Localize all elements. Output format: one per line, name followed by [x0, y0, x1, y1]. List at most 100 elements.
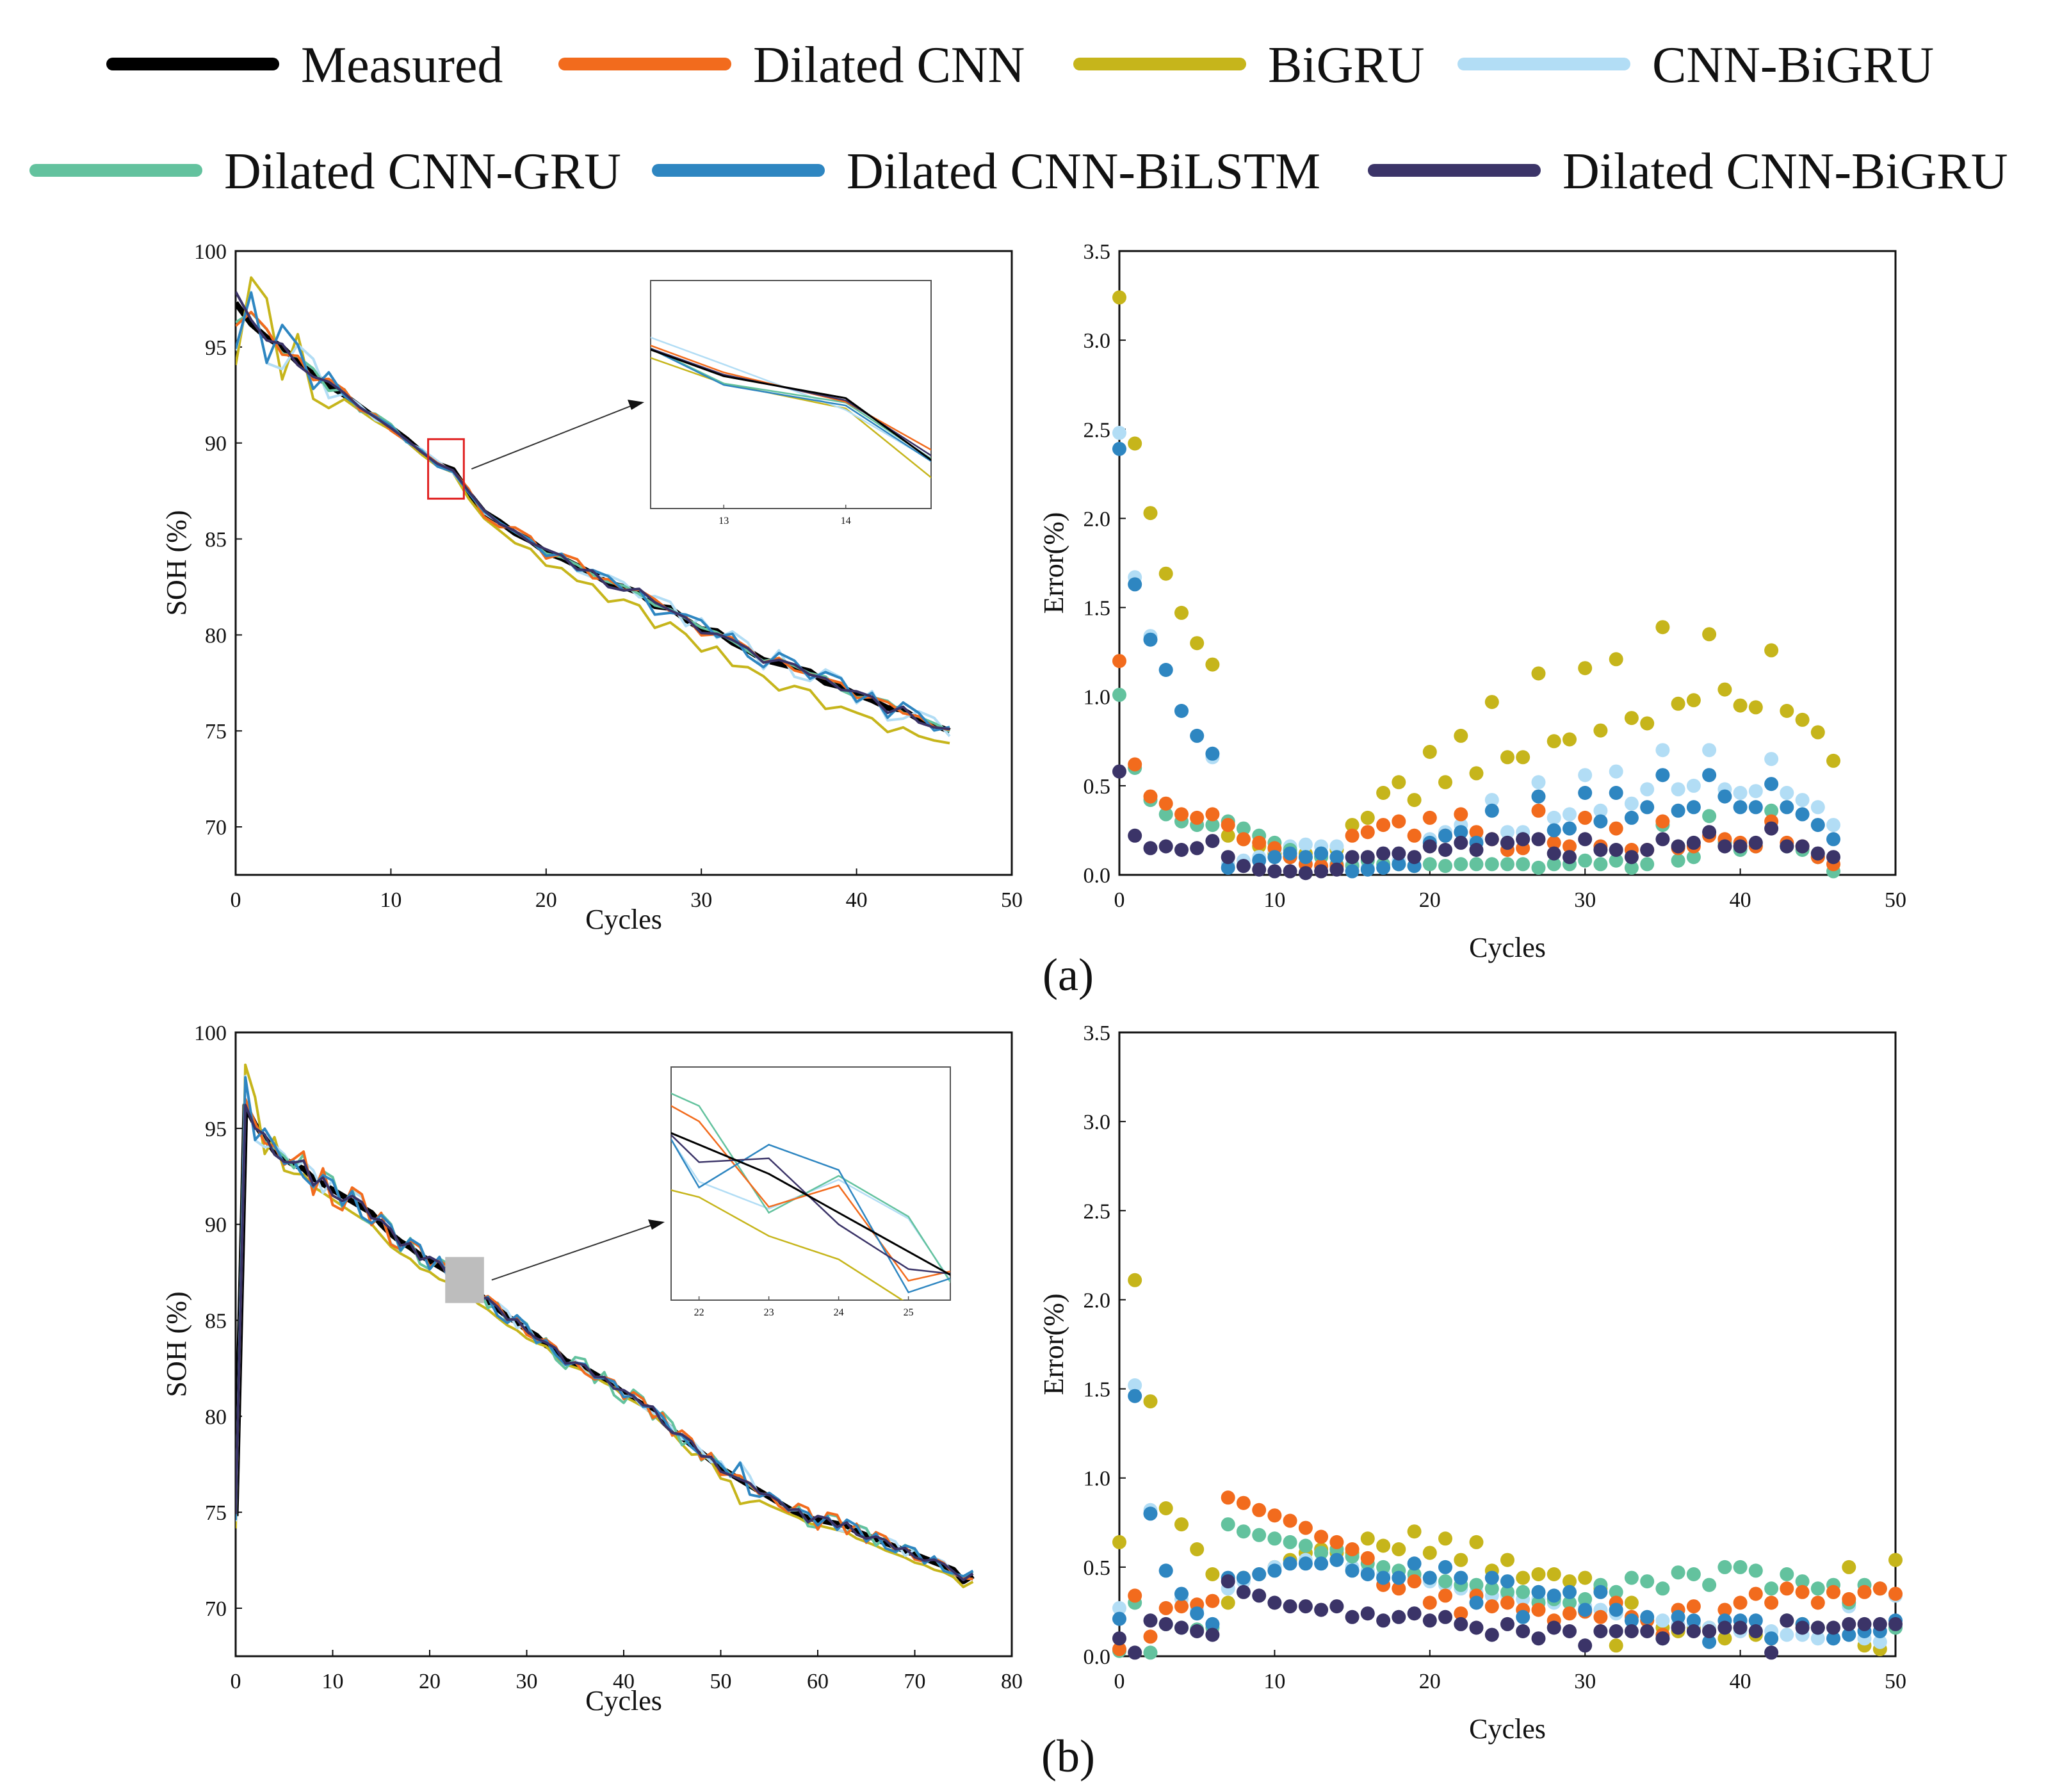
a-err-point [1609, 764, 1623, 779]
a-err-point [1655, 768, 1670, 783]
a-err-point [1221, 818, 1235, 833]
a-err-point [1143, 632, 1158, 647]
b-err-point [1205, 1593, 1220, 1608]
a-err-point [1143, 506, 1158, 521]
a-err-point [1748, 784, 1763, 799]
b-err-point [1516, 1624, 1530, 1638]
a-err-point [1392, 814, 1406, 829]
b-err-point [1422, 1595, 1437, 1610]
b-err-point [1360, 1567, 1375, 1581]
a-err-point [1686, 693, 1701, 708]
a-err-point [1360, 825, 1375, 840]
b-err-point [1640, 1609, 1655, 1624]
a-err-point [1360, 862, 1375, 877]
b-err-ytick-label: 1.5 [1084, 1378, 1111, 1402]
b-err-point [1717, 1602, 1732, 1617]
b-err-point [1236, 1495, 1251, 1510]
b-err-point [1686, 1624, 1701, 1638]
panel-label-a: (a) [1043, 949, 1094, 1000]
b-soh-inset-frame [670, 1066, 951, 1301]
b-err-point [1702, 1577, 1717, 1592]
b-err-point [1609, 1602, 1623, 1617]
chart-b-soh: 0 10 20 30 40 50 60 70 80 70 75 80 85 90 95 100 Cycles SO… [161, 1022, 1023, 1716]
b-err-point [1298, 1599, 1313, 1614]
b-err-point [1469, 1620, 1484, 1635]
b-soh-ytick-label: 100 [194, 1022, 227, 1045]
a-soh-line-bigru [236, 276, 950, 745]
a-err-xtick-label: 20 [1419, 888, 1441, 912]
b-err-point [1484, 1570, 1499, 1585]
chart-b-error: 0 10 20 30 40 50 0.0 0.5 1.0 1.5 2.0 2.5 3.0 3.5 Cycle… [1038, 1022, 1906, 1745]
b-soh-series-group [236, 1063, 975, 1588]
a-err-point [1563, 807, 1577, 822]
b-err-point [1780, 1627, 1794, 1642]
a-err-point [1190, 841, 1205, 856]
b-err-point [1438, 1531, 1452, 1546]
b-err-point [1190, 1606, 1205, 1621]
b-soh-xtick-label: 50 [710, 1670, 732, 1693]
a-err-xlabel: Cycles [1469, 932, 1546, 963]
a-err-point [1563, 839, 1577, 854]
a-soh-ytick-label: 95 [205, 336, 227, 360]
b-soh-inset-line-measured [671, 1132, 950, 1276]
a-err-point [1345, 864, 1360, 879]
a-err-point [1128, 577, 1142, 592]
b-err-point [1484, 1627, 1499, 1642]
b-err-point [1190, 1542, 1205, 1556]
b-err-point [1376, 1560, 1391, 1574]
b-err-point [1655, 1631, 1670, 1646]
a-err-point [1174, 605, 1189, 620]
b-soh-xtick-label: 80 [1001, 1670, 1023, 1693]
a-err-point [1376, 818, 1391, 833]
a-err-point [1546, 846, 1561, 861]
b-err-point [1345, 1542, 1360, 1556]
b-err-point [1795, 1574, 1810, 1589]
b-err-point [1158, 1563, 1173, 1578]
b-err-point [1609, 1584, 1623, 1599]
a-err-point [1236, 859, 1251, 874]
a-soh-line-dilated-cnn-bigru [236, 291, 950, 731]
b-err-point [1671, 1609, 1685, 1624]
b-err-point [1314, 1545, 1329, 1560]
a-soh-inset-line-measured [651, 348, 931, 462]
a-err-point [1764, 777, 1779, 792]
b-err-point [1314, 1602, 1329, 1617]
b-err-point [1407, 1556, 1422, 1571]
a-err-point [1205, 746, 1220, 761]
a-err-point [1438, 843, 1452, 857]
a-err-point [1780, 704, 1794, 718]
b-err-point [1128, 1389, 1142, 1403]
a-err-point [1422, 745, 1437, 759]
a-err-point [1655, 743, 1670, 758]
a-err-point [1671, 803, 1685, 818]
a-err-point [1640, 716, 1655, 731]
a-err-point [1128, 828, 1142, 843]
a-err-point [1733, 786, 1748, 800]
a-err-point [1593, 857, 1608, 872]
a-soh-ytick-label: 90 [205, 432, 227, 456]
b-err-point [1500, 1595, 1514, 1610]
b-err-point [1345, 1609, 1360, 1624]
a-err-point [1267, 864, 1282, 879]
a-err-point [1236, 832, 1251, 847]
legend: Measured Dilated CNN BiGRU CNN-BiGRU Dilated… [29, 37, 2008, 200]
b-err-point [1143, 1613, 1158, 1628]
b-soh-ylabel: SOH (%) [161, 1292, 192, 1397]
a-err-point [1500, 750, 1514, 765]
b-err-point [1252, 1567, 1267, 1581]
a-err-ylabel: Error(%) [1038, 512, 1069, 614]
b-soh-xtick-label: 10 [322, 1670, 344, 1693]
b-err-point [1252, 1588, 1267, 1603]
a-err-point [1563, 850, 1577, 865]
b-err-point [1236, 1570, 1251, 1585]
b-err-point [1500, 1584, 1514, 1599]
a-err-point [1298, 837, 1313, 852]
b-err-point [1531, 1567, 1546, 1581]
b-err-point [1329, 1552, 1344, 1567]
a-err-point [1733, 698, 1748, 713]
b-err-point [1360, 1606, 1375, 1621]
a-err-point [1236, 821, 1251, 836]
a-err-point [1671, 839, 1685, 854]
b-err-point [1624, 1570, 1639, 1585]
a-err-point [1640, 857, 1655, 872]
